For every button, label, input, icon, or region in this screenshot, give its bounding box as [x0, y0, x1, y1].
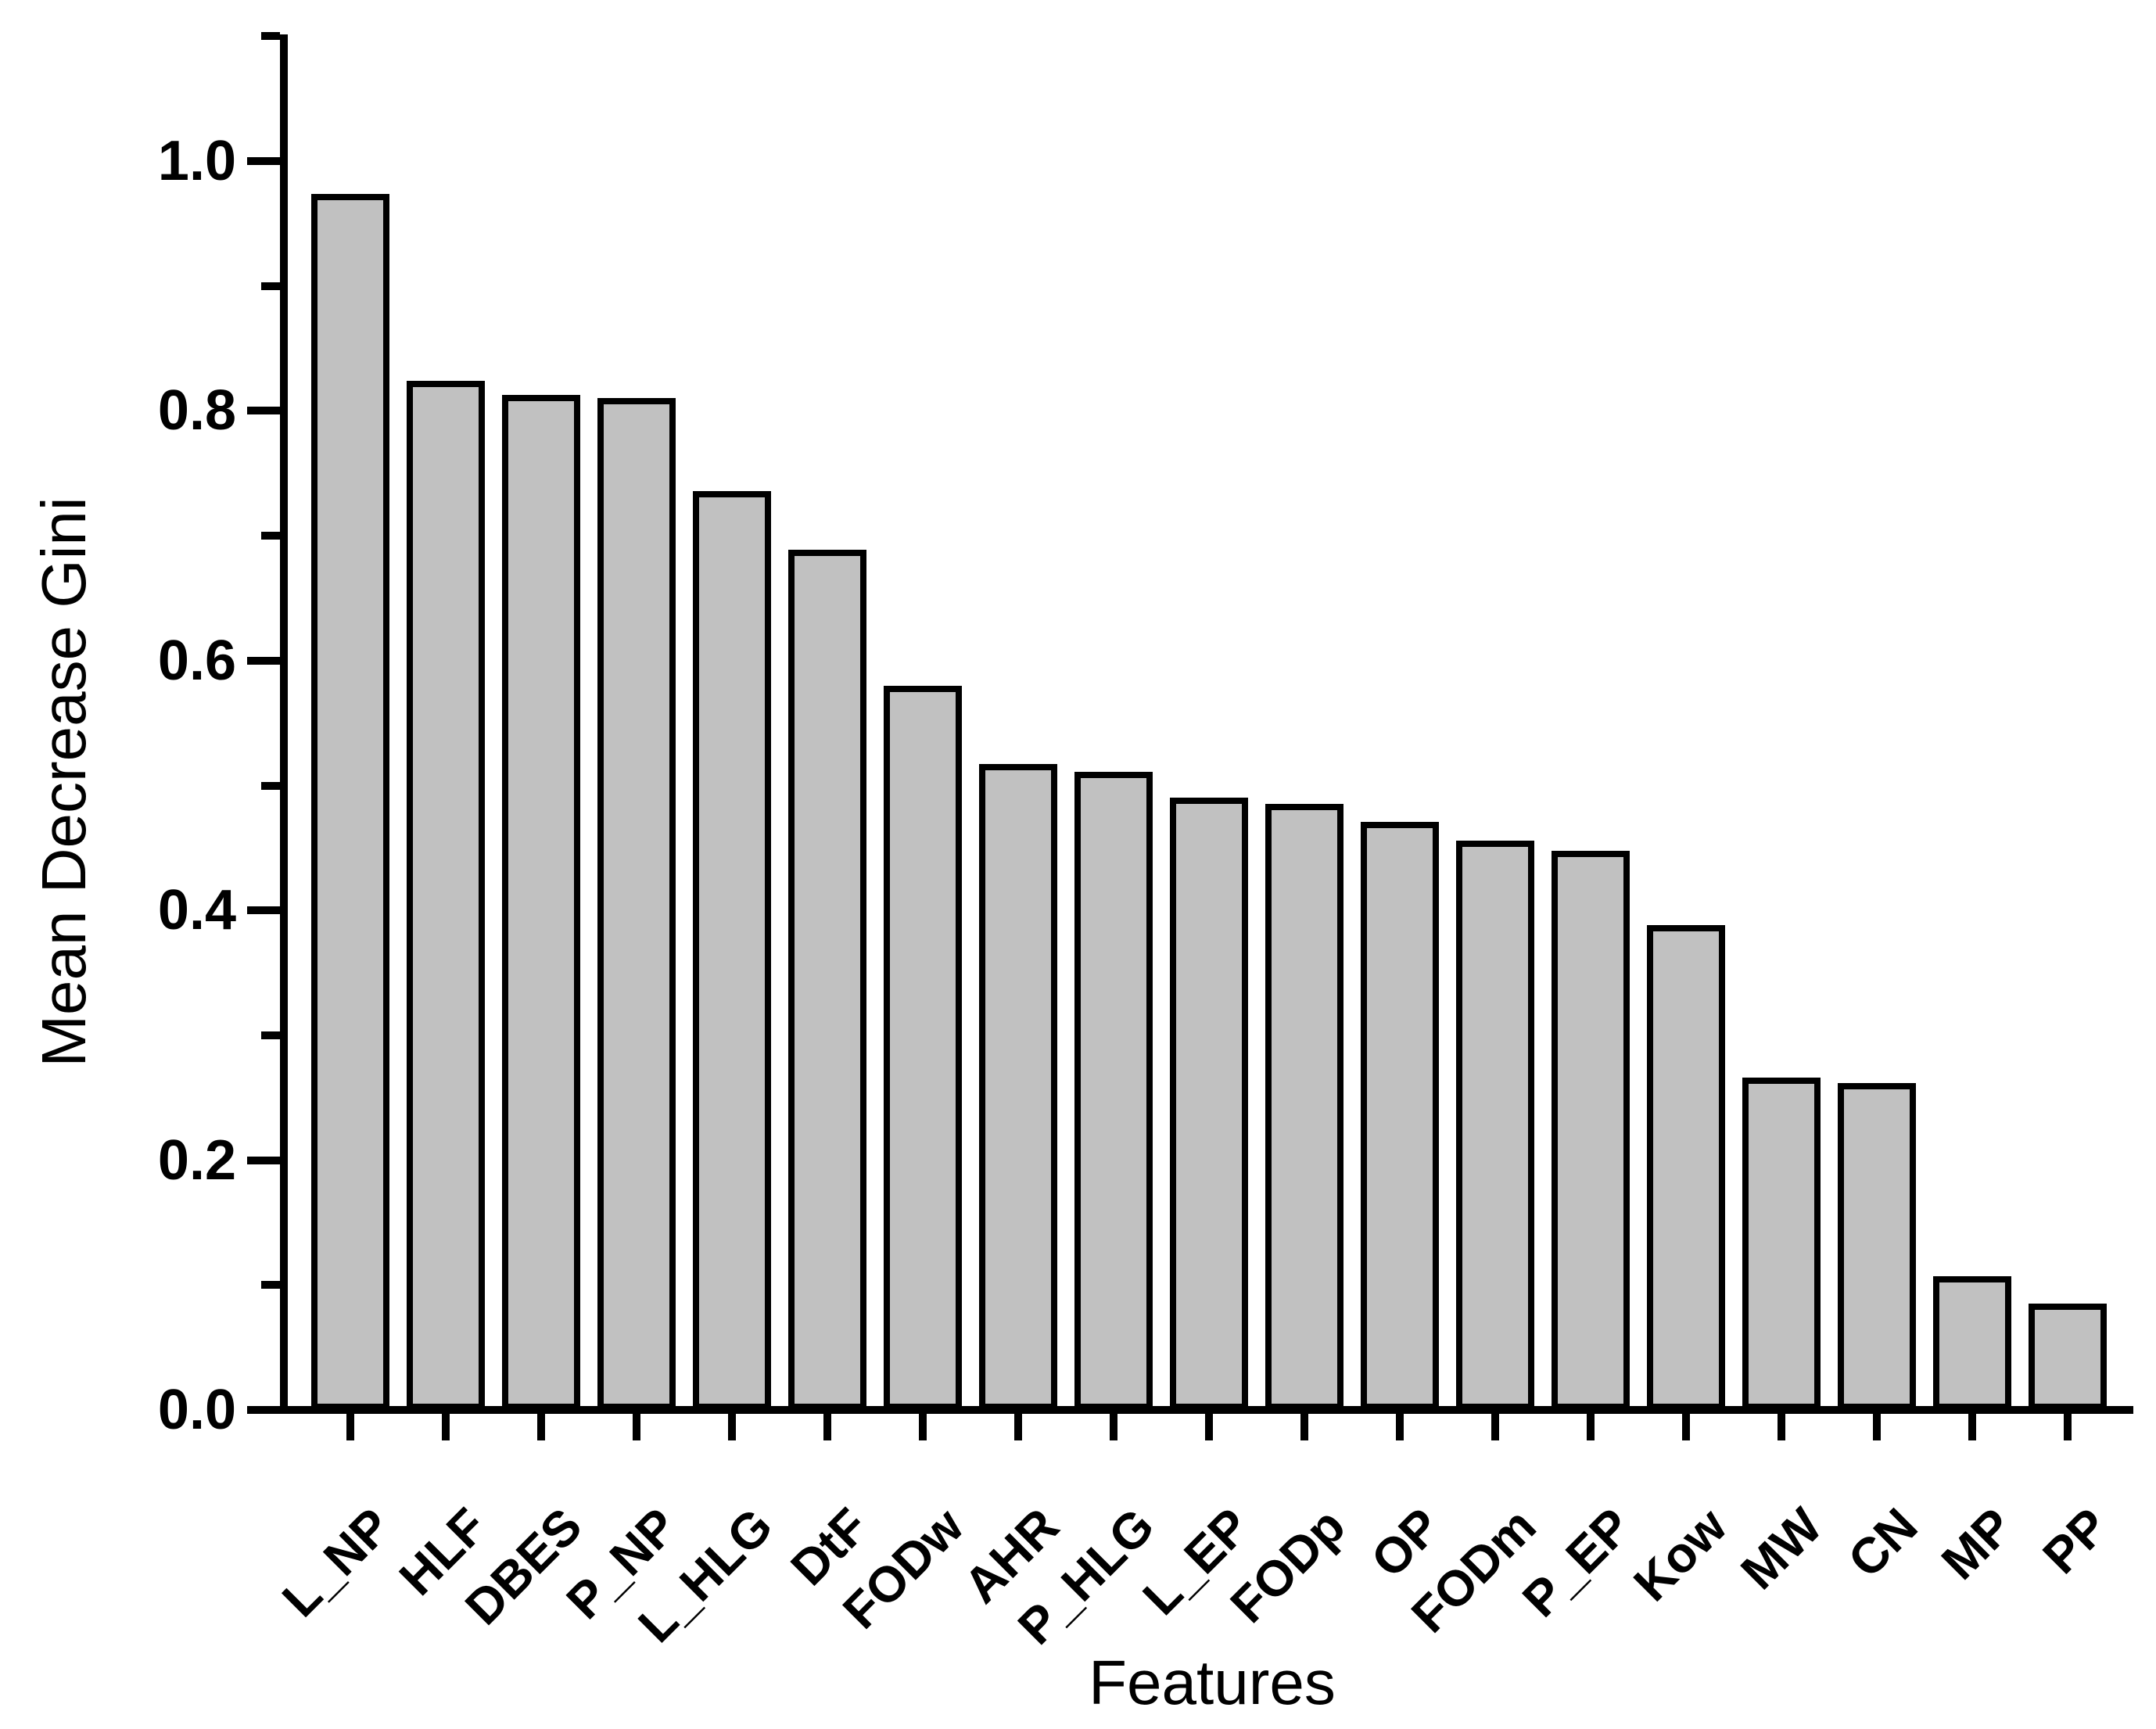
y-minor-tick — [261, 282, 280, 290]
bar-DtF — [788, 549, 866, 1410]
x-tick — [919, 1414, 927, 1440]
y-tick-label: 0.2 — [157, 1128, 236, 1192]
y-tick-label: 0.0 — [157, 1379, 236, 1441]
x-tick — [442, 1414, 450, 1440]
y-minor-tick — [261, 1031, 280, 1039]
x-tick — [1014, 1414, 1022, 1440]
y-minor-tick — [261, 532, 280, 540]
x-tick-label-MW: MW — [1730, 1497, 1833, 1601]
y-major-tick — [247, 1156, 280, 1164]
bar-MW — [1742, 1078, 1821, 1410]
bar-CN — [1838, 1082, 1916, 1410]
x-tick — [1968, 1414, 1976, 1440]
y-major-tick — [247, 906, 280, 915]
x-tick — [1873, 1414, 1881, 1440]
x-tick — [1300, 1414, 1308, 1440]
y-tick-label: 0.4 — [157, 879, 236, 942]
y-axis-line — [280, 34, 288, 1414]
x-tick — [728, 1414, 736, 1440]
bar-FODw — [884, 685, 962, 1410]
x-tick — [1110, 1414, 1117, 1440]
bar-MP — [1933, 1276, 2011, 1410]
bar-FODp — [1265, 804, 1343, 1410]
bar-P_EP — [1552, 850, 1630, 1410]
x-tick-label-L_NP: L_NP — [271, 1497, 402, 1628]
y-minor-tick — [261, 1281, 280, 1290]
y-major-tick — [247, 656, 280, 665]
x-tick — [2064, 1414, 2072, 1440]
x-tick-label-CN: CN — [1837, 1497, 1928, 1588]
bar-L_EP — [1170, 798, 1248, 1410]
x-tick — [823, 1414, 831, 1440]
x-tick — [1396, 1414, 1404, 1440]
x-tick — [1682, 1414, 1690, 1440]
x-tick — [1205, 1414, 1213, 1440]
y-tick-label: 0.6 — [157, 629, 236, 692]
bar-PP — [2029, 1304, 2107, 1410]
y-axis-title: Mean Decrease Gini — [29, 497, 99, 1067]
x-tick — [1491, 1414, 1499, 1440]
x-axis-line — [280, 1406, 2133, 1414]
x-axis-title: Features — [1089, 1648, 1336, 1717]
bar-Kow — [1647, 925, 1725, 1410]
x-tick — [1587, 1414, 1595, 1440]
bar-FODm — [1456, 840, 1534, 1410]
bar-P_HLG — [1074, 771, 1153, 1410]
x-tick — [346, 1414, 354, 1440]
bar-P_NP — [597, 398, 676, 1410]
x-tick-label-Kow: Kow — [1623, 1497, 1738, 1612]
x-tick — [537, 1414, 545, 1440]
y-major-tick — [247, 157, 280, 165]
bar-L_HLG — [693, 490, 771, 1410]
y-minor-tick — [261, 781, 280, 790]
bar-L_NP — [311, 193, 389, 1410]
x-tick — [1778, 1414, 1785, 1440]
bar-HLF — [407, 381, 485, 1410]
bar-AHR — [979, 764, 1057, 1410]
x-tick-label-MP: MP — [1930, 1497, 2024, 1591]
x-tick-label-PP: PP — [2032, 1497, 2119, 1584]
y-tick-label: 1.0 — [157, 130, 236, 192]
x-tick — [633, 1414, 640, 1440]
y-major-tick — [247, 407, 280, 415]
y-major-tick — [247, 1406, 280, 1414]
y-minor-tick — [261, 32, 280, 41]
y-tick-label: 0.8 — [157, 379, 236, 443]
bar-DBES — [502, 394, 580, 1410]
bar-OP — [1361, 821, 1439, 1410]
x-tick-label-P_EP: P_EP — [1511, 1497, 1642, 1628]
